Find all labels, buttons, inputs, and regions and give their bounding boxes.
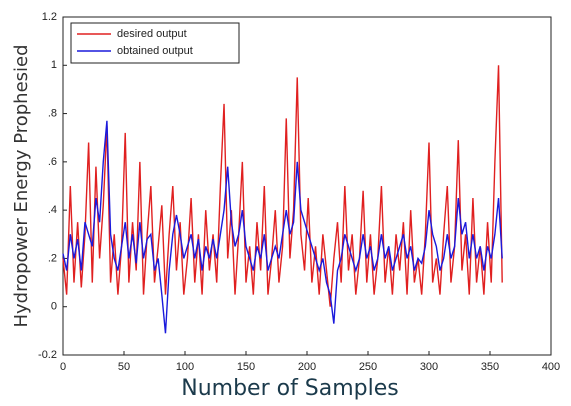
x-tick-label: 50 xyxy=(118,361,130,373)
x-tick-label: 150 xyxy=(237,361,255,373)
y-tick-label: 1.2 xyxy=(42,11,57,23)
y-tick-label: .8 xyxy=(48,107,57,119)
legend-box xyxy=(70,22,240,64)
x-tick-label: 250 xyxy=(359,361,377,373)
y-tick-label: 1 xyxy=(51,59,57,71)
x-tick-label: 350 xyxy=(481,361,499,373)
series-line xyxy=(62,65,503,307)
x-tick-label: 100 xyxy=(176,361,194,373)
y-tick-label: .4 xyxy=(48,204,57,216)
series-line xyxy=(62,120,503,334)
x-tick-label: 300 xyxy=(420,361,438,373)
y-tick-label: -0.2 xyxy=(38,349,57,361)
y-tick-label: .6 xyxy=(48,156,57,168)
y-tick-label: .2 xyxy=(48,252,57,264)
plot-area xyxy=(62,16,552,356)
x-tick-label: 200 xyxy=(298,361,316,373)
legend-label: obtained output xyxy=(117,45,193,57)
legend-label: desired output xyxy=(117,28,187,40)
y-tick-label: 0 xyxy=(51,301,57,313)
x-axis-label: Number of Samples xyxy=(181,376,399,401)
x-tick-label: 0 xyxy=(60,361,66,373)
x-tick-label: 400 xyxy=(542,361,560,373)
y-axis-label: Hydropower Energy Prophesied xyxy=(11,44,32,327)
